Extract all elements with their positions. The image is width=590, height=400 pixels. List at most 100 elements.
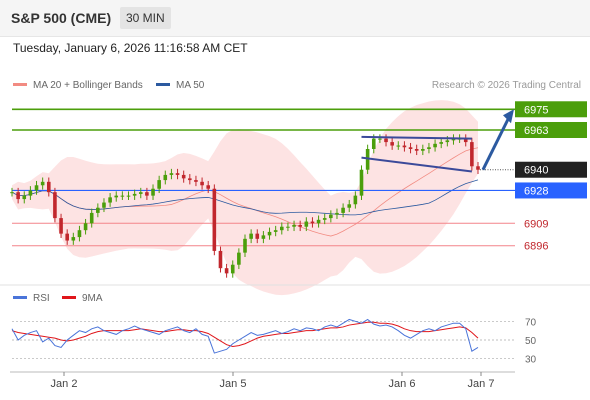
header-bar [0, 0, 590, 37]
candle-body [157, 180, 161, 189]
candle-body [120, 195, 125, 197]
candle-body [46, 181, 51, 193]
candle-body [402, 145, 407, 148]
candle-body [169, 173, 174, 175]
candle-body [439, 142, 444, 144]
candle-body [77, 230, 82, 238]
candle-body [378, 138, 382, 140]
candle-body [10, 192, 14, 194]
candle-body [329, 214, 333, 219]
support-2-label: 6896 [524, 241, 548, 253]
ma50-line [11, 179, 479, 216]
ma9-swatch [62, 295, 76, 299]
last-price-tag [515, 161, 587, 178]
candle-body [212, 188, 217, 251]
candle-body [470, 142, 474, 167]
ma50-swatch [156, 82, 170, 86]
candle-body [390, 142, 394, 146]
candle-body [218, 250, 223, 269]
candle-body [126, 195, 131, 197]
candle-body [279, 226, 284, 231]
ma9-label: 9MA [82, 293, 103, 304]
x-tick-label: Jan 5 [220, 378, 247, 390]
candle-body [181, 174, 186, 179]
ma20-label: MA 20 + Bollinger Bands [33, 80, 143, 91]
candle-body [316, 219, 321, 224]
candle-body [463, 138, 468, 143]
candle-body [163, 174, 168, 181]
candle-body [298, 225, 302, 227]
candle-body [230, 264, 235, 274]
candle-body [145, 192, 149, 196]
ma20-swatch [13, 82, 27, 86]
candle-body [40, 181, 45, 186]
candle-body [71, 237, 76, 241]
candle-body [414, 149, 419, 151]
candle-body [16, 192, 20, 200]
candle-body [175, 173, 180, 175]
candle-body [34, 185, 39, 191]
x-tick-label: Jan 6 [389, 378, 416, 390]
candle-body [286, 226, 290, 228]
candle-body [371, 138, 376, 149]
flag-lower-line [361, 156, 472, 173]
candle-body [249, 233, 253, 239]
candle-body [53, 192, 57, 219]
candle-body [384, 138, 388, 143]
candle-body [267, 231, 272, 236]
timestamp: Tuesday, January 6, 2026 11:16:58 AM CET [13, 41, 248, 55]
candle-body [322, 218, 327, 220]
candle-body [310, 221, 315, 224]
candle-body [96, 207, 100, 213]
rsi-tick-30: 30 [525, 355, 537, 366]
flag-upper-line [361, 135, 472, 140]
x-tick-label: Jan 7 [468, 378, 495, 390]
candle-body [22, 195, 27, 200]
candle-body [476, 166, 480, 170]
candle-body [421, 149, 425, 151]
candle-body [188, 178, 192, 181]
candle-body [237, 252, 241, 265]
candle-body [408, 147, 413, 149]
candle-body [341, 207, 345, 213]
legend-rsi: RSI [13, 293, 50, 304]
candle-body [255, 233, 260, 239]
candle-body [151, 188, 155, 196]
rsi-tick-50: 50 [525, 336, 537, 347]
legend-ma50: MA 50 [156, 80, 204, 91]
pivot-label: 6928 [524, 185, 548, 197]
candle-body [200, 181, 204, 186]
candle-body [65, 233, 69, 241]
candle-body [427, 147, 431, 149]
research-credit: Research © 2026 Trading Central [431, 80, 581, 91]
candle-body [224, 268, 229, 274]
candle-body [261, 235, 266, 239]
forecast-arrow-shaft [481, 114, 512, 171]
candle-body [335, 212, 339, 215]
last-price-label: 6940 [524, 165, 548, 177]
candle-body [28, 190, 33, 196]
x-tick-label: Jan 2 [51, 378, 78, 390]
candle-body [445, 140, 450, 143]
candle-body [114, 195, 119, 198]
legend-ma20: MA 20 + Bollinger Bands [13, 80, 143, 91]
pivot-tag [515, 182, 587, 199]
rsi-ma-line [11, 321, 479, 348]
candle-body [83, 223, 88, 231]
candle-body [108, 197, 112, 203]
ma50-label: MA 50 [176, 80, 205, 91]
candle-body [353, 195, 358, 205]
candle-body [347, 204, 352, 208]
candle-body [138, 192, 143, 194]
rsi-swatch [13, 295, 27, 299]
timeframe-button[interactable]: 30 MIN [120, 7, 171, 29]
candle-body [273, 230, 278, 232]
resistance-2-label: 6975 [524, 104, 548, 116]
candle-body [451, 138, 456, 141]
resistance-2-tag [515, 101, 587, 118]
rsi-label: RSI [33, 293, 50, 304]
candle-body [89, 212, 94, 224]
instrument-title: S&P 500 (CME) [11, 10, 112, 26]
candle-body [396, 145, 401, 147]
